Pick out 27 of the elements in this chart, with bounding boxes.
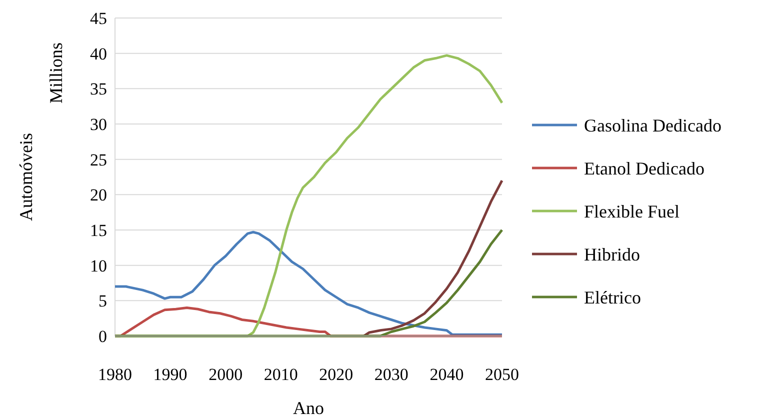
line-series	[362, 179, 504, 338]
text: Millions	[46, 42, 66, 104]
legend-label: Elétrico	[584, 287, 641, 308]
x-axis-title: Ano	[293, 398, 324, 418]
y-tick-label: 40	[90, 44, 107, 64]
y-tick-label: 15	[90, 220, 107, 240]
y-axis-title: Automóveis	[16, 133, 36, 221]
x-tick-label: 2010	[264, 365, 298, 384]
y-tick-label: 10	[90, 256, 107, 276]
y-tick-label: 0	[98, 326, 107, 346]
legend-label: Flexible Fuel	[584, 201, 680, 222]
x-tick-label: 2040	[430, 365, 464, 384]
x-tick-label: 2050	[485, 365, 519, 384]
x-tick-label: 1980	[98, 365, 132, 384]
y-tick-label: 20	[90, 186, 107, 205]
y-tick-label: 5	[98, 292, 107, 311]
legend-label: Etanol Dedicado	[584, 158, 704, 178]
y-tick-label: 45	[90, 8, 107, 28]
y-tick-label: 25	[90, 150, 107, 170]
legend-label: Gasolina Dedicado	[584, 115, 722, 136]
x-tick-label: 2020	[319, 365, 354, 384]
y-tick-label: 35	[90, 80, 107, 99]
y-tick-label: 30	[90, 114, 107, 134]
x-tick-label: 1990	[153, 365, 188, 384]
x-tick-label: 2000	[208, 365, 243, 384]
legend-label: Hibrido	[584, 244, 640, 264]
x-tick-label: 2030	[374, 365, 408, 384]
